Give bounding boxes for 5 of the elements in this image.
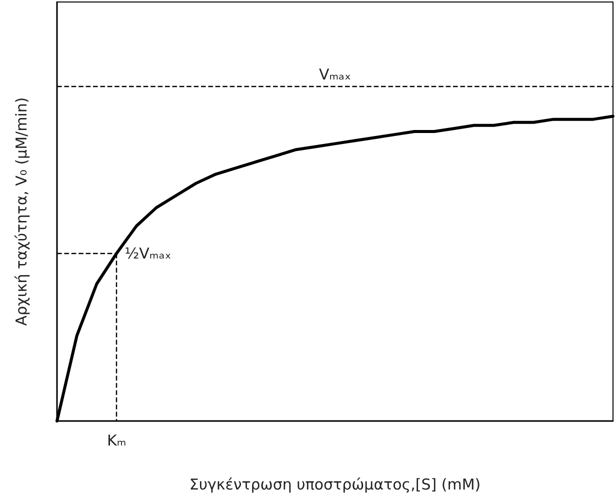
- y-axis-title: Αρχική ταχύτητα, V₀ (μM/min): [12, 97, 30, 326]
- ref-line-label: Vₘₐₓ: [318, 65, 352, 84]
- ref-line-label: ½Vₘₐₓ: [124, 244, 172, 262]
- x-axis-title: Συγκέντρωση υποστρώματος,[S] (mM): [189, 476, 481, 494]
- text: Kₘ: [106, 432, 126, 450]
